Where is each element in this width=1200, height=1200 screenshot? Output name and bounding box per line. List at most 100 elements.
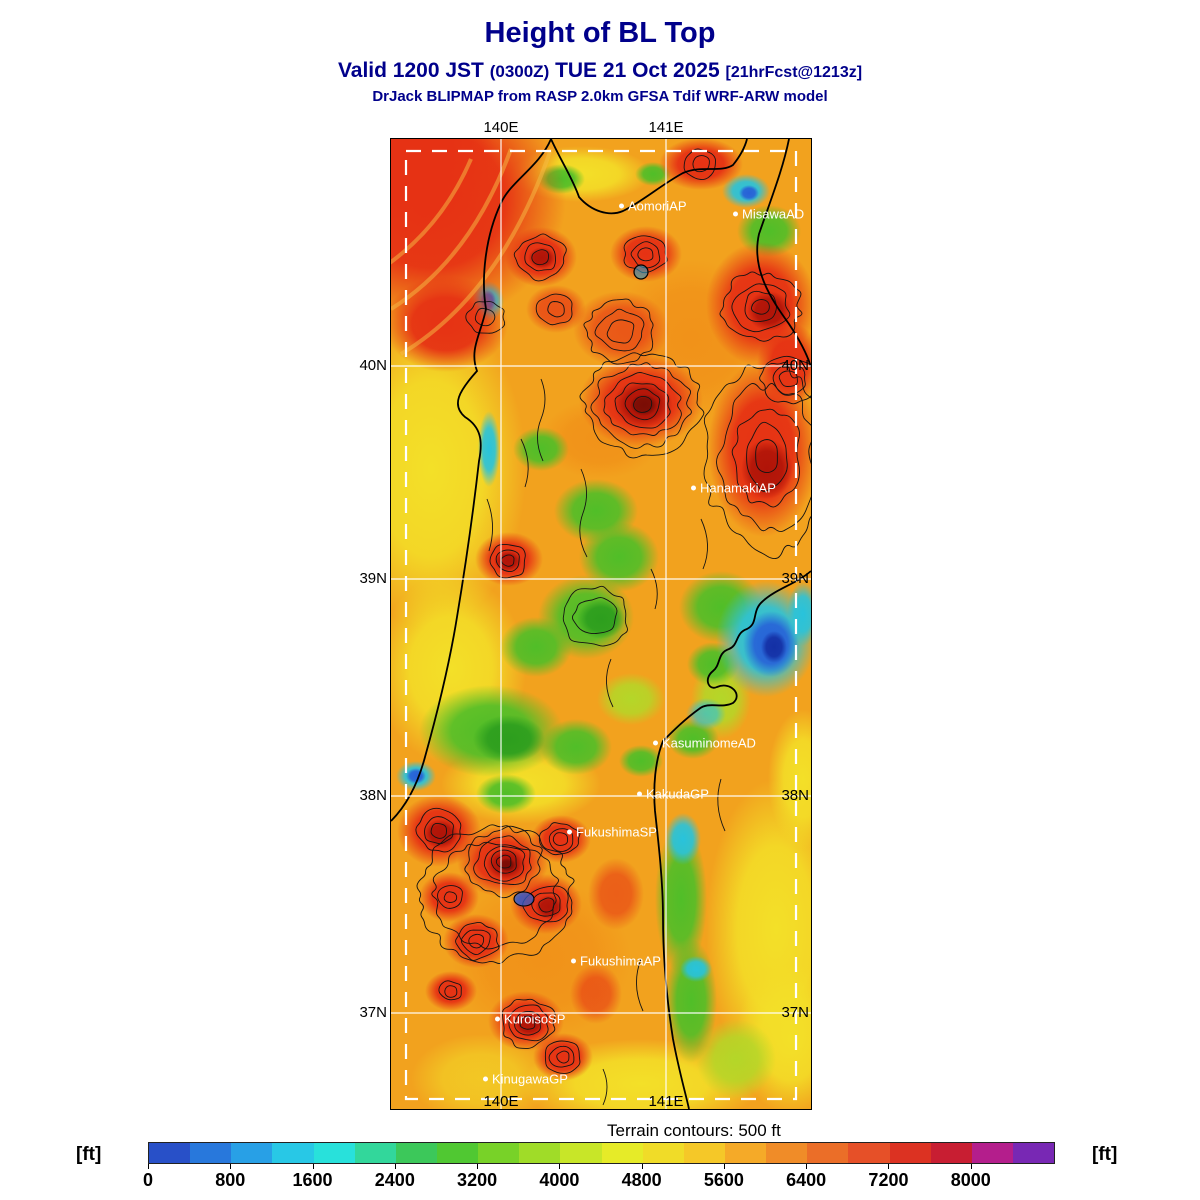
colorbar-segment (971, 1143, 1013, 1163)
colorbar-tick-label: 6400 (786, 1170, 827, 1190)
terrain-contour-ring (490, 849, 517, 874)
terrain-contour-ring (524, 242, 556, 272)
station-marker-AomoriAP: AomoriAP (619, 199, 687, 214)
model-line: DrJack BLIPMAP from RASP 2.0km GFSA Tdif… (372, 87, 828, 105)
colorbar-segment (478, 1143, 520, 1163)
colorbar-tickmark (312, 1164, 314, 1169)
lat-label-right: 40N (781, 357, 809, 374)
station-label: MisawaAD (742, 206, 805, 222)
terrain-contour-ring (431, 841, 559, 950)
terrain-contour-ring (495, 854, 512, 869)
terrain-contour-ring (430, 822, 447, 839)
terrain-contour-ring (416, 824, 575, 964)
latlon-grid-lines (391, 139, 811, 1109)
lat-label-left: 40N (359, 357, 387, 374)
terrain-contour-ring (552, 832, 569, 846)
valid-time-line: Valid 1200 JST (0300Z) TUE 21 Oct 2025 [… (0, 59, 1200, 83)
terrain-contour-ring (772, 363, 806, 396)
terrain-contour-ring (716, 383, 811, 532)
station-marker-MisawaAD: MisawaAD (733, 207, 804, 222)
colorbar-tick-label: 2400 (374, 1170, 415, 1190)
colorbar-segment (436, 1143, 479, 1163)
terrain-contour-ring (473, 835, 532, 885)
terrain-contour-ring (513, 233, 567, 282)
terrain-contour-ring (508, 1004, 549, 1042)
field-red-blobs (391, 139, 811, 1081)
station-dot-icon (637, 791, 642, 797)
terrain-contour-ring (751, 299, 770, 315)
terrain-contour-ring (474, 307, 496, 327)
station-dot-icon (567, 829, 572, 835)
colorbar-segment (190, 1143, 232, 1163)
colorbar-unit-left: [ft] (76, 1144, 102, 1165)
valid-date: TUE 21 Oct 2025 (549, 58, 726, 82)
station-label: AomoriAP (628, 198, 687, 214)
terrain-contour-ring (590, 362, 692, 449)
terrain-contour-ring (535, 293, 573, 326)
terrain-contour-ring (703, 361, 811, 559)
valid-prefix: Valid 1200 JST (337, 58, 490, 82)
terrain-contour-ring (746, 421, 788, 492)
station-label: KinugawaGP (492, 1071, 568, 1087)
station-marker-KasuminomeAD: KasuminomeAD (653, 736, 756, 751)
terrain-contour-ring (483, 846, 526, 882)
station-dot-icon (691, 485, 696, 491)
terrain-contour-ring (544, 1040, 581, 1074)
valid-zulu: (0300Z) (489, 61, 550, 81)
terrain-contour-ring (562, 585, 628, 647)
station-marker-KuroisoSP: KuroisoSP (495, 1012, 565, 1027)
colorbar-segment (395, 1143, 437, 1163)
station-marker-HanamakiAP: HanamakiAP (691, 481, 776, 496)
lat-label-left: 38N (359, 787, 387, 804)
terrain-contour-ring (778, 370, 798, 387)
colorbar-segment (724, 1143, 767, 1163)
terrain-contour-ring (606, 319, 635, 344)
colorbar-segment (848, 1143, 890, 1163)
colorbar-segment (807, 1143, 849, 1163)
terrain-contour-ring (538, 822, 581, 856)
terrain-contour-lines (415, 148, 811, 1074)
colorbar-segment (683, 1143, 725, 1163)
forecast-tag: [21hrFcst@1213z] (725, 63, 863, 81)
colorbar-tickmark (477, 1164, 479, 1169)
lon-label-bottom: 141E (648, 1093, 684, 1110)
terrain-contour-ring (502, 998, 556, 1049)
terrain-contour-ring (519, 1015, 536, 1030)
header: Height of BL Top Valid 1200 JST (0300Z) … (0, 17, 1200, 105)
terrain-contour-ring (755, 439, 778, 474)
terrain-contour-ring (731, 283, 791, 333)
station-label: KasuminomeAD (662, 735, 756, 751)
terrain-contours-note: Terrain contours: 500 ft (607, 1121, 781, 1140)
colorbar-segment (642, 1143, 684, 1163)
colorbar-tickmark (806, 1164, 808, 1169)
terrain-contour-ring (556, 1050, 570, 1064)
lat-label-left: 39N (359, 570, 387, 587)
station-label: KakudaGP (646, 786, 709, 802)
lat-label-right: 39N (781, 570, 809, 587)
terrain-contour-ring (548, 1045, 575, 1068)
terrain-contour-ring (547, 301, 565, 318)
station-marker-KakudaGP: KakudaGP (637, 787, 709, 802)
colorbar-tickmark (230, 1164, 232, 1169)
colorbar-segment (231, 1143, 273, 1163)
colorbar-tickmark (723, 1164, 725, 1169)
colorbar-segment (313, 1143, 355, 1163)
colorbar-tickmark (641, 1164, 643, 1169)
lat-label-left: 37N (359, 1004, 387, 1021)
station-dot-icon (653, 740, 658, 746)
forecast-map: 140E 141E 140E 141E 40N 40N 39N 39N 38N 38N 37N 37N… (359, 119, 812, 1110)
station-label: HanamakiAP (700, 480, 776, 496)
terrain-contour-ring (630, 241, 661, 269)
terrain-contour-ring (633, 395, 653, 413)
colorbar-tick-label: 1600 (292, 1170, 333, 1190)
lat-label-right: 37N (781, 1004, 809, 1021)
terrain-contour-ring (437, 885, 463, 909)
colorbar-tick-label: 8000 (950, 1170, 991, 1190)
colorbar-segment (889, 1143, 931, 1163)
colorbar-tick-label: 4800 (621, 1170, 662, 1190)
station-marker-FukushimaSP: FukushimaSP (567, 825, 657, 840)
station-dot-icon (733, 211, 738, 217)
terrain-contour-ring (637, 247, 654, 262)
station-marker-FukushimaAP: FukushimaAP (571, 954, 661, 969)
